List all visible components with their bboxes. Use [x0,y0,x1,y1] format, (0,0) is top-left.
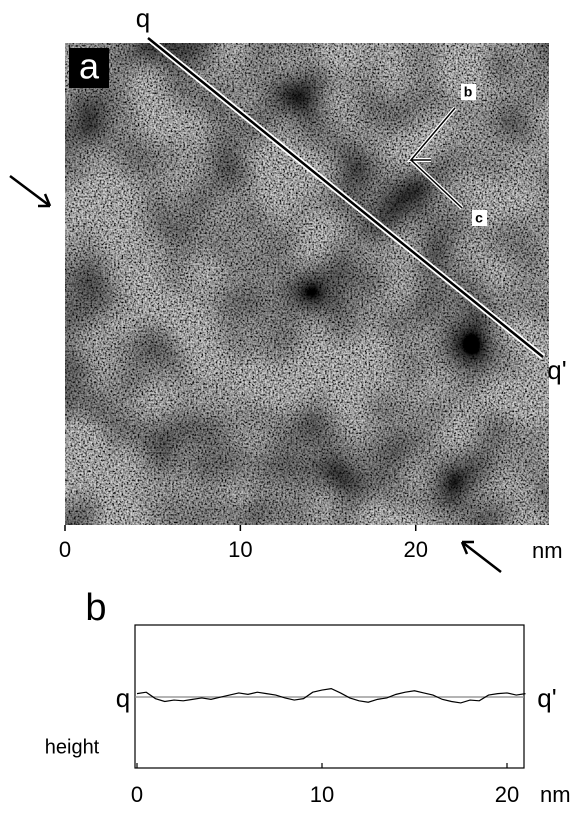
x-tick-label: 20 [495,782,519,807]
x-tick-label: 20 [403,537,427,562]
annotation: c [475,210,483,226]
annotation: q' [537,683,556,713]
annotation: q [116,683,130,713]
stm-image [65,43,549,525]
annotation: b [464,84,473,100]
panel-label: b [85,587,106,629]
axis-unit: nm [532,538,563,563]
x-tick-label: 0 [59,537,71,562]
arrow [9,175,52,208]
x-tick-label: 10 [310,782,334,807]
x-tick-label: 10 [228,537,252,562]
label-box [472,210,487,226]
axis-unit: nm [540,782,571,807]
annotation: q' [547,355,566,385]
arrow [460,540,502,573]
label-box [69,48,109,88]
direction-arrows [409,107,463,209]
x-tick-label: 0 [131,782,143,807]
scan-line [147,37,544,358]
panel-label: a [79,46,100,87]
profile-line [136,688,526,704]
annotation: q [136,3,150,33]
y-axis-label: height [45,736,100,758]
label-box [461,84,476,100]
